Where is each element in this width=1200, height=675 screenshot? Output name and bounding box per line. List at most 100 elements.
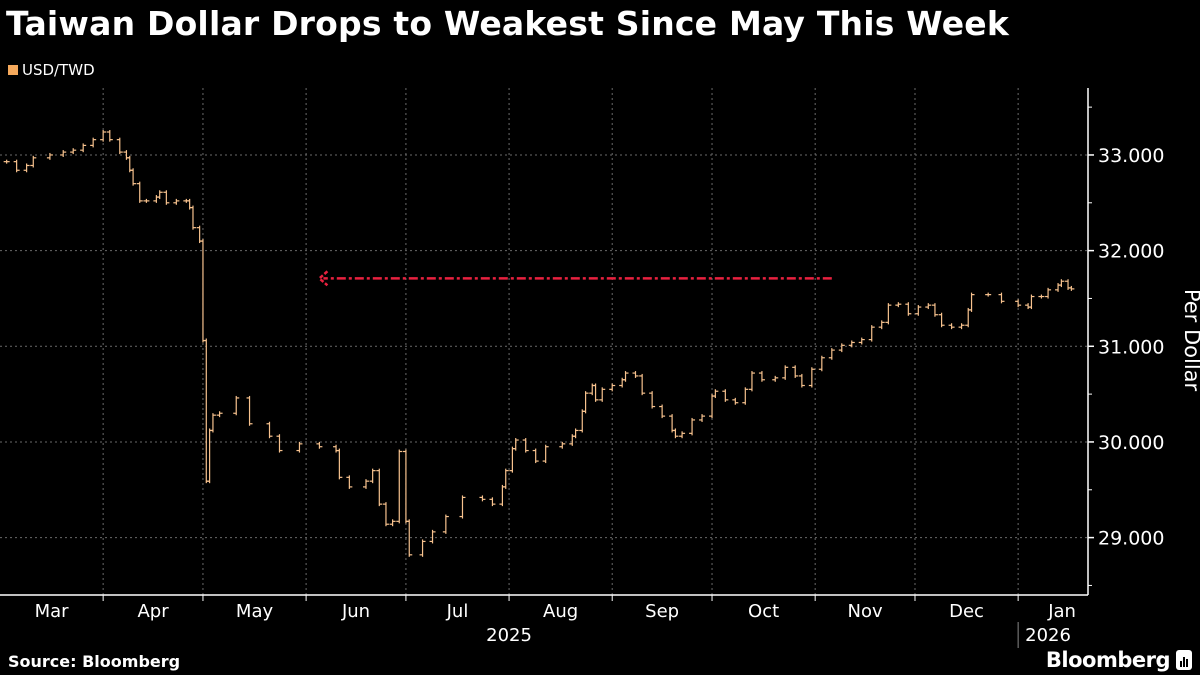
ohlc-bar bbox=[382, 502, 389, 527]
ohlc-bar bbox=[542, 444, 549, 464]
ohlc-bar bbox=[709, 394, 716, 419]
ohlc-bar bbox=[931, 303, 938, 317]
ohlc-bar bbox=[672, 428, 679, 439]
x-tick-label: Nov bbox=[848, 601, 883, 622]
ohlc-bar bbox=[878, 320, 885, 330]
ohlc-bar bbox=[369, 468, 376, 484]
ohlc-bar bbox=[1058, 279, 1065, 288]
year-label: 2025 bbox=[486, 625, 532, 646]
ohlc-bar bbox=[905, 302, 912, 316]
ohlc-bar bbox=[582, 391, 589, 414]
ohlc-bar bbox=[90, 137, 97, 148]
ohlc-bar bbox=[156, 190, 163, 200]
ohlc-bar bbox=[333, 444, 340, 453]
y-tick-label: 29.000 bbox=[1098, 528, 1164, 550]
x-tick-label: Aug bbox=[543, 601, 578, 622]
ohlc-bar bbox=[792, 365, 799, 378]
ohlc-bar bbox=[925, 303, 932, 310]
ohlc-bar bbox=[1045, 287, 1052, 299]
ohlc-bar bbox=[419, 539, 426, 557]
y-tick-label: 32.000 bbox=[1098, 241, 1164, 263]
ohlc-bar bbox=[136, 181, 143, 203]
ohlc-bar bbox=[502, 468, 509, 489]
ohlc-bar bbox=[406, 519, 413, 557]
x-tick-label: Jun bbox=[341, 601, 370, 622]
ohlc-bar bbox=[80, 143, 87, 153]
x-tick-label: Oct bbox=[748, 601, 779, 622]
y-tick-label: 33.000 bbox=[1098, 145, 1164, 167]
ohlc-bar bbox=[46, 152, 53, 160]
ohlc-bar bbox=[885, 303, 892, 325]
ohlc-bar bbox=[579, 409, 586, 433]
ohlc-bar bbox=[276, 434, 283, 453]
ohlc-bar bbox=[173, 198, 180, 205]
legend-label: USD/TWD bbox=[22, 61, 95, 79]
ohlc-bar bbox=[915, 305, 922, 316]
ohlc-bar bbox=[742, 387, 749, 405]
ohlc-bar bbox=[1055, 283, 1062, 292]
x-tick-label: Jul bbox=[446, 601, 469, 622]
ohlc-bar bbox=[130, 168, 137, 186]
ohlc-bar bbox=[689, 417, 696, 436]
ohlc-bar bbox=[965, 307, 972, 328]
ohlc-bar bbox=[266, 421, 273, 439]
ohlc-bar bbox=[622, 371, 629, 382]
annotation-arrow-head bbox=[317, 270, 329, 287]
ohlc-bar bbox=[479, 495, 486, 502]
y-axis-label: Per Dollar bbox=[1180, 289, 1200, 392]
ohlc-bar bbox=[199, 239, 206, 343]
ohlc-bar bbox=[389, 519, 396, 527]
ohlc-bar bbox=[679, 431, 686, 439]
ohlc-bar bbox=[13, 159, 20, 173]
source-note: Source: Bloomberg bbox=[8, 652, 181, 671]
ohlc-bar bbox=[848, 340, 855, 348]
ohlc-bar bbox=[782, 365, 789, 380]
ohlc-bar bbox=[659, 404, 666, 419]
ohlc-bar bbox=[143, 198, 150, 203]
ohlc-bar bbox=[116, 137, 123, 155]
bloomberg-mark-icon bbox=[1176, 650, 1192, 670]
x-tick-label: Mar bbox=[35, 601, 70, 622]
x-tick-label: Dec bbox=[949, 601, 984, 622]
ohlc-bar bbox=[868, 325, 875, 342]
ohlc-bar bbox=[509, 446, 516, 473]
ohlc-bar bbox=[70, 148, 77, 155]
ohlc-bar bbox=[858, 337, 865, 345]
ohlc-bar bbox=[442, 514, 449, 534]
ohlc-bar bbox=[838, 343, 845, 353]
ohlc-bar bbox=[722, 389, 729, 402]
ohlc-bar bbox=[895, 302, 902, 308]
ohlc-bar bbox=[376, 468, 383, 507]
ohlc-bar bbox=[153, 195, 160, 203]
ohlc-bar bbox=[712, 389, 719, 399]
ohlc-bar bbox=[948, 323, 955, 330]
ohlc-bar bbox=[599, 387, 606, 402]
ohlc-bar bbox=[216, 411, 223, 418]
ohlc-bar bbox=[958, 323, 965, 330]
ohlc-bar bbox=[808, 367, 815, 388]
ohlc-bar bbox=[649, 391, 656, 409]
ohlc-bar bbox=[203, 338, 210, 484]
ohlc-bar bbox=[772, 375, 779, 382]
ohlc-bar bbox=[362, 479, 369, 489]
ohlc-bar bbox=[459, 495, 466, 519]
ohlc-bar bbox=[209, 413, 216, 433]
ohlc-bar bbox=[100, 130, 107, 142]
ohlc-bar bbox=[559, 441, 566, 449]
ohlc-bar bbox=[30, 155, 37, 168]
x-tick-label: Apr bbox=[137, 601, 169, 622]
ohlc-bar bbox=[758, 371, 765, 382]
ohlc-bar bbox=[818, 355, 825, 372]
ohlc-bar bbox=[699, 414, 706, 422]
chart-title: Taiwan Dollar Drops to Weakest Since May… bbox=[6, 4, 1010, 43]
ohlc-bar bbox=[609, 383, 616, 392]
ohlc-bar bbox=[1068, 285, 1075, 291]
ohlc-bar bbox=[206, 428, 213, 484]
ohlc-bar bbox=[402, 449, 409, 524]
ohlc-bar bbox=[316, 441, 323, 449]
year-label: 2026 bbox=[1025, 625, 1071, 646]
ohlc-bar bbox=[489, 497, 496, 507]
ohlc-bar bbox=[639, 373, 646, 396]
ohlc-bar bbox=[189, 205, 196, 230]
ohlc-bar bbox=[512, 438, 519, 451]
